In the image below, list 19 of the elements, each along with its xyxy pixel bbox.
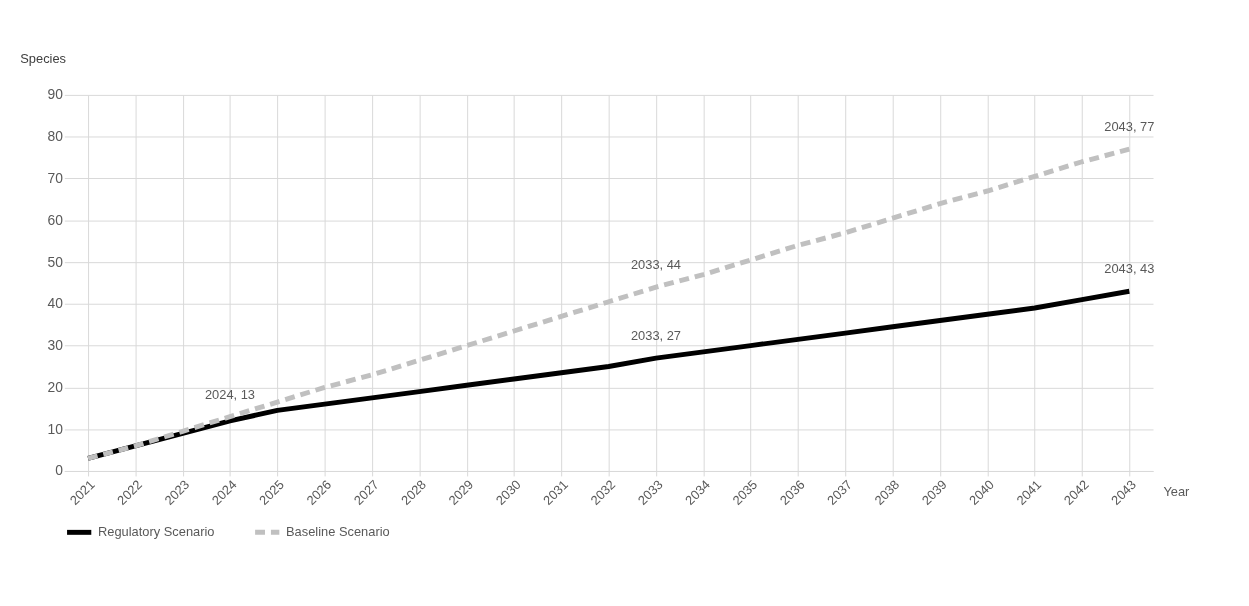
annotation: 2043, 77 bbox=[1104, 119, 1155, 135]
y-tick-label: 70 bbox=[47, 169, 64, 186]
annotation: 2033, 27 bbox=[630, 328, 682, 344]
annotation: 2024, 13 bbox=[204, 386, 256, 402]
y-tick-label: 90 bbox=[47, 86, 64, 103]
y-tick-label: 30 bbox=[47, 337, 64, 354]
y-tick-label: 10 bbox=[47, 420, 64, 437]
y-tick-label: 20 bbox=[47, 378, 64, 395]
y-tick-label: 80 bbox=[47, 128, 64, 145]
y-tick-label: 50 bbox=[47, 253, 64, 270]
legend-label: Baseline Scenario bbox=[286, 524, 390, 540]
legend-label: Regulatory Scenario bbox=[97, 524, 215, 540]
x-axis-title: Year bbox=[1163, 484, 1191, 500]
annotation: 2033, 44 bbox=[630, 257, 682, 273]
y-tick-label: 40 bbox=[47, 295, 64, 312]
y-tick-label: 0 bbox=[55, 462, 64, 479]
annotation: 2043, 43 bbox=[1104, 261, 1155, 277]
y-tick-label: 60 bbox=[47, 211, 64, 228]
y-axis-title: Species bbox=[20, 50, 67, 66]
